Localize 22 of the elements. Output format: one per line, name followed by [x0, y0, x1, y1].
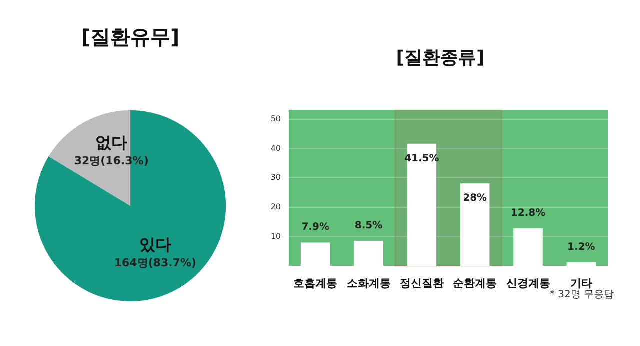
y-tick-label: 40 [270, 144, 281, 153]
data-label: 8.5% [354, 220, 383, 232]
data-label: 12.8% [510, 208, 546, 219]
y-tick-label: 50 [270, 114, 281, 124]
x-tick-label: 기타 [570, 277, 592, 290]
x-tick-label: 순환계통 [453, 277, 498, 290]
data-label: 28% [463, 193, 488, 204]
y-tick-label: 10 [270, 232, 281, 242]
x-tick-label: 정신질환 [400, 277, 444, 290]
x-tick-label: 호흡계통 [294, 277, 338, 290]
y-tick-label: 30 [270, 173, 281, 182]
y-tick-label: 20 [270, 202, 281, 212]
x-tick-label: 소화계통 [346, 277, 391, 290]
slice-label: 있다 [139, 235, 172, 254]
chart-title: [질환종류] [396, 48, 485, 68]
slice-label: 없다 [96, 132, 128, 152]
data-label: 164명(83.7%) [114, 256, 197, 270]
text: * 32명 무응답 [550, 290, 614, 300]
chart-title: [질환유무] [81, 25, 180, 49]
data-label: 1.2% [568, 242, 596, 253]
data-label: 7.9% [302, 222, 330, 234]
x-tick-label: 신경계통 [506, 277, 550, 290]
